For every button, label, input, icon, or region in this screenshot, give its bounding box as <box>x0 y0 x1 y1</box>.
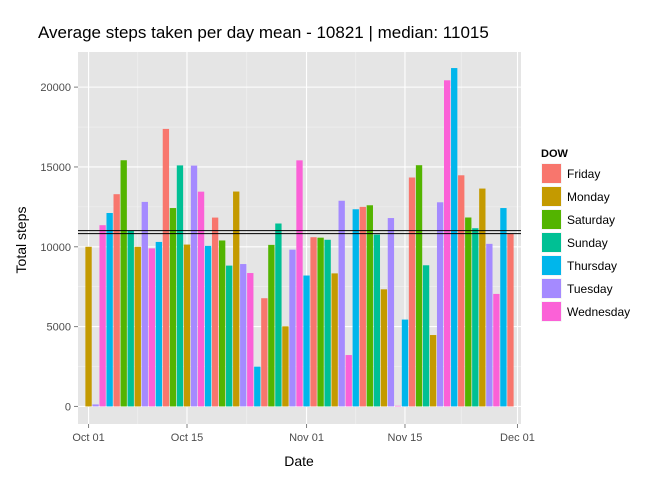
bar <box>141 201 148 407</box>
y-tick-label: 10000 <box>40 242 71 254</box>
bar <box>338 200 345 407</box>
bar <box>324 239 331 407</box>
bar <box>148 248 155 407</box>
bar <box>380 289 388 407</box>
bar <box>373 234 381 407</box>
bar <box>120 160 127 407</box>
bar <box>92 404 99 407</box>
bar <box>155 241 163 407</box>
bar <box>204 245 212 407</box>
bar <box>458 175 465 407</box>
bar <box>352 209 359 407</box>
y-tick-label: 0 <box>65 401 71 413</box>
legend-label: Saturday <box>567 213 615 227</box>
bar <box>401 319 409 407</box>
bar <box>183 244 191 407</box>
chart-title: Average steps taken per day mean - 10821… <box>38 23 489 42</box>
legend-swatch <box>542 210 561 229</box>
legend-label: Thursday <box>567 259 617 273</box>
legend-swatch <box>542 187 561 206</box>
bar <box>85 246 92 407</box>
x-tick-label: Nov 15 <box>388 432 423 444</box>
bar <box>479 188 486 407</box>
bar <box>218 240 226 407</box>
legend-swatch <box>542 164 561 183</box>
legend-swatch <box>542 233 561 252</box>
reference-lines <box>78 230 521 235</box>
bar <box>408 177 416 407</box>
bar <box>113 194 120 407</box>
x-tick-label: Dec 01 <box>500 432 535 444</box>
legend-title: DOW <box>541 148 569 160</box>
bar <box>486 243 493 407</box>
bar <box>507 233 514 407</box>
legend-swatch <box>542 279 561 298</box>
legend-label: Monday <box>567 190 610 204</box>
bar <box>422 265 430 407</box>
y-axis-title: Total steps <box>13 207 29 274</box>
bar <box>387 218 395 407</box>
bar <box>394 405 402 407</box>
legend-label: Wednesday <box>567 305 630 319</box>
y-tick-label: 5000 <box>47 322 71 334</box>
bar <box>268 244 275 407</box>
bar <box>451 68 458 407</box>
bar <box>444 80 451 407</box>
bar <box>282 326 289 407</box>
bar <box>240 264 247 407</box>
bar <box>310 237 317 407</box>
bar <box>429 335 437 407</box>
bar <box>275 223 282 407</box>
bar <box>247 273 254 407</box>
bar <box>106 212 113 407</box>
bar <box>162 128 170 407</box>
y-tick-label: 20000 <box>40 82 71 94</box>
bar <box>176 165 184 407</box>
x-axis-title: Date <box>284 453 314 469</box>
bar <box>127 230 134 407</box>
bar <box>366 205 373 407</box>
bar <box>233 191 240 407</box>
x-axis: Oct 01 Oct 15 Nov 01 Nov 15 Dec 01 <box>72 424 535 444</box>
bar <box>226 265 233 407</box>
bar <box>190 165 198 407</box>
legend-label: Sunday <box>567 236 608 250</box>
bar <box>359 206 366 407</box>
bar <box>197 191 205 407</box>
x-tick-label: Nov 01 <box>289 432 324 444</box>
bar <box>296 160 303 407</box>
bar <box>289 249 296 407</box>
y-axis: 0 5000 10000 15000 20000 <box>40 82 78 413</box>
bar <box>465 217 472 407</box>
bar <box>134 246 141 407</box>
legend-label: Friday <box>567 167 600 181</box>
y-tick-label: 15000 <box>40 162 71 174</box>
bar <box>169 208 177 407</box>
bar <box>317 237 324 407</box>
legend-swatch <box>542 256 561 275</box>
bar <box>493 293 500 407</box>
bar <box>99 225 106 407</box>
legend-label: Tuesday <box>567 282 613 296</box>
bar <box>345 355 352 407</box>
bar <box>331 273 338 407</box>
legend: DOW Friday Monday Saturday Sunday Thursday Tu… <box>540 148 630 323</box>
x-tick-label: Oct 01 <box>72 432 104 444</box>
bars <box>85 68 514 407</box>
bar <box>472 228 479 407</box>
bar <box>254 366 261 407</box>
x-tick-label: Oct 15 <box>171 432 203 444</box>
bar <box>500 208 507 407</box>
bar <box>436 202 444 407</box>
legend-swatch <box>542 302 561 321</box>
bar <box>211 217 219 407</box>
legend-items: Friday Monday Saturday Sunday Thursday Tuesda… <box>540 162 630 323</box>
bar <box>261 298 268 407</box>
bar <box>415 165 423 407</box>
bar <box>303 275 310 407</box>
